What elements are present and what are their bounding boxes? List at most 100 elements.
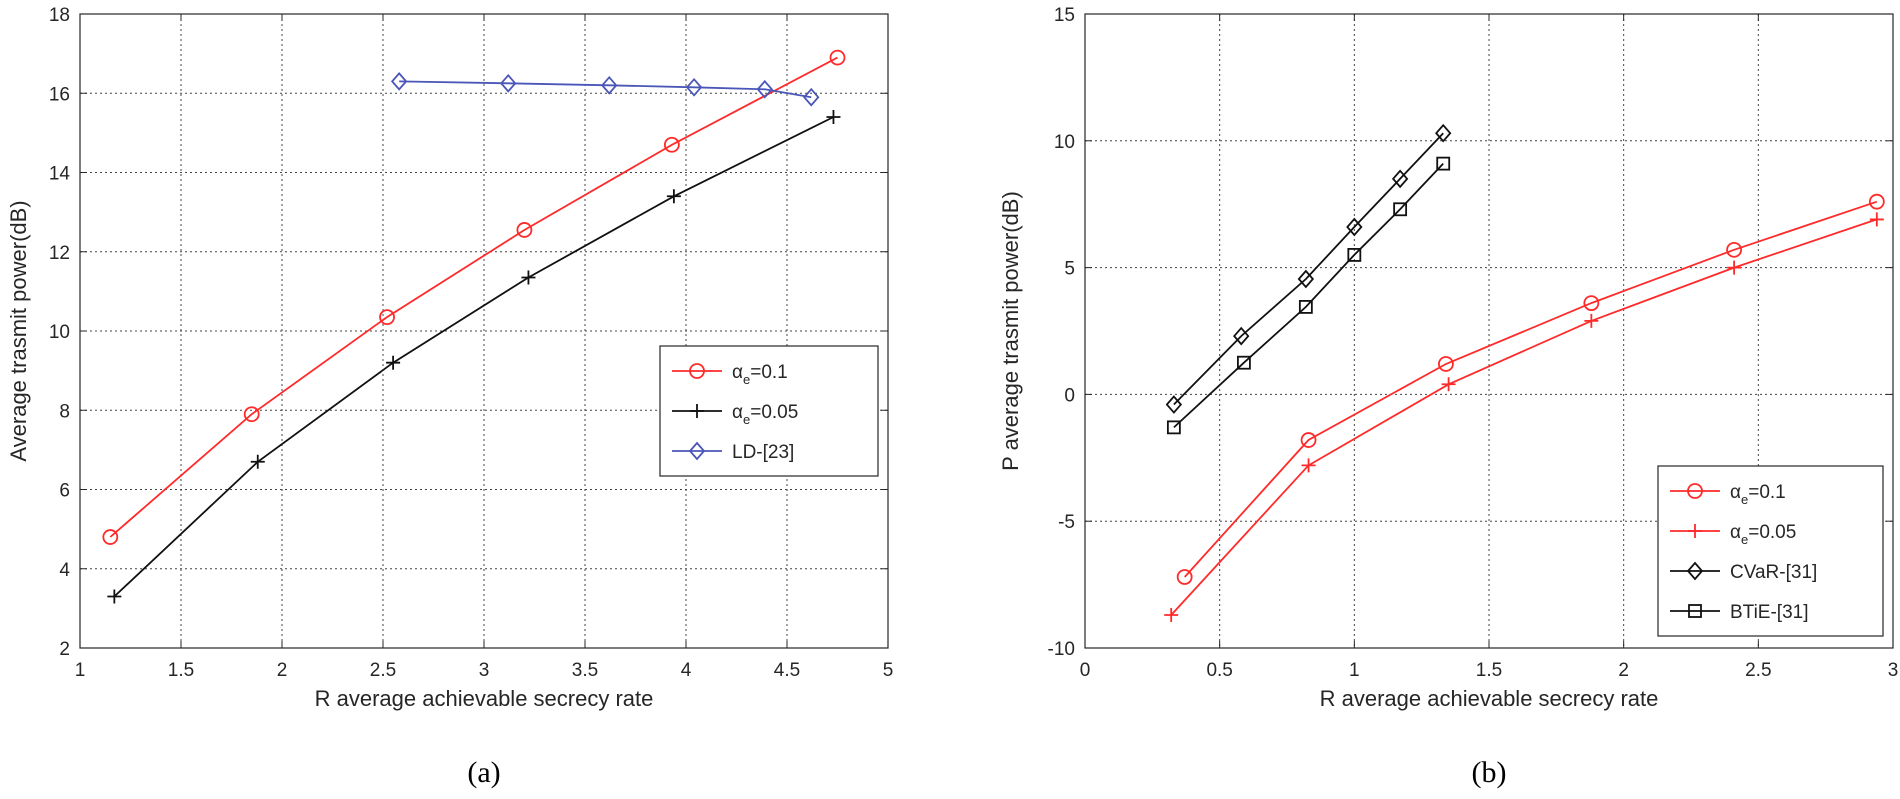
data-point bbox=[1438, 356, 1454, 372]
legend-marker bbox=[690, 404, 704, 418]
data-point bbox=[1297, 269, 1315, 289]
series-line bbox=[1170, 218, 1878, 616]
y-tick-label: 18 bbox=[49, 5, 70, 26]
chart-panel-2: 0 0.5 1 1.5 2 2.5 3 -10 -5 0 5 10 15 R average achiev… bbox=[998, 5, 1898, 789]
legend-label: αe=0.05 bbox=[1730, 522, 1796, 547]
y-axis-label: Average trasmit power(dB) bbox=[6, 200, 31, 461]
data-point bbox=[829, 49, 846, 66]
x-tick-label: 3 bbox=[1888, 660, 1899, 681]
data-point bbox=[1869, 212, 1884, 227]
legend-label: αe=0.1 bbox=[1730, 482, 1786, 507]
legend-marker bbox=[1687, 483, 1703, 499]
x-tick-label: 1 bbox=[1349, 660, 1360, 681]
y-axis-label: P average trasmit power(dB) bbox=[998, 191, 1023, 471]
chart-panel-1: 1 1.5 2 2.5 3 3.5 4 4.5 5 2 4 6 8 10 12 14 16 18 R average… bbox=[6, 5, 893, 789]
legend-label-sub: e bbox=[1741, 492, 1748, 507]
data-point bbox=[102, 529, 119, 545]
legend-label-sub: e bbox=[1741, 532, 1748, 547]
y-tick-label: 10 bbox=[49, 322, 70, 343]
y-tick-label: -5 bbox=[1058, 512, 1075, 533]
x-tick-label: 0.5 bbox=[1206, 660, 1232, 681]
legend-label-main: CVaR-[31] bbox=[1730, 562, 1817, 583]
data-point bbox=[1346, 217, 1363, 237]
data-point bbox=[1584, 313, 1599, 328]
y-tick-label: 6 bbox=[59, 481, 70, 502]
legend-box bbox=[1657, 465, 1884, 637]
data-point bbox=[1176, 569, 1193, 585]
data-point bbox=[1441, 377, 1456, 392]
legend-label-sub: e bbox=[743, 412, 750, 427]
x-tick-label: 1 bbox=[75, 660, 86, 681]
x-axis-label: R average achievable secrecy rate bbox=[1320, 686, 1659, 711]
data-point bbox=[1726, 241, 1742, 258]
y-tick-label: 15 bbox=[1054, 5, 1075, 26]
series-line bbox=[1173, 162, 1444, 429]
legend-label-main: α bbox=[1730, 482, 1741, 503]
y-tick-label: 4 bbox=[59, 560, 70, 581]
y-tick-label: 2 bbox=[59, 639, 70, 660]
series-1 bbox=[1176, 193, 1885, 585]
data-point bbox=[107, 589, 122, 604]
x-axis-label: R average achievable secrecy rate bbox=[315, 686, 654, 711]
series-2 bbox=[107, 110, 841, 604]
legend-label-main: BTiE-[31] bbox=[1730, 602, 1809, 623]
x-tick-label: 2 bbox=[277, 660, 288, 681]
data-point bbox=[826, 110, 841, 125]
y-tick-label: 16 bbox=[49, 84, 70, 105]
legend-label-rest: =0.05 bbox=[1748, 522, 1796, 543]
figure-caption: (a) bbox=[467, 756, 500, 789]
data-point bbox=[516, 222, 533, 238]
legend-marker bbox=[689, 363, 705, 379]
legend-label: αe=0.1 bbox=[732, 362, 788, 387]
y-tick-label: 0 bbox=[1064, 385, 1075, 406]
data-point bbox=[1727, 260, 1742, 275]
x-tick-label: 0 bbox=[1080, 660, 1091, 681]
x-tick-label: 4.5 bbox=[774, 660, 800, 681]
data-point bbox=[1347, 248, 1362, 262]
data-point bbox=[1868, 193, 1885, 210]
x-tick-label: 4 bbox=[681, 660, 692, 681]
data-point bbox=[756, 79, 773, 99]
legend-label-main: α bbox=[732, 362, 743, 383]
data-point bbox=[1301, 458, 1316, 473]
legend-label-sub: e bbox=[743, 372, 750, 387]
data-point bbox=[500, 73, 517, 93]
series-line bbox=[1173, 132, 1444, 406]
data-point bbox=[390, 71, 408, 91]
legend-label: LD-[23] bbox=[732, 442, 794, 463]
data-point bbox=[1233, 326, 1250, 346]
x-tick-label: 2.5 bbox=[370, 660, 396, 681]
y-tick-label: 8 bbox=[59, 401, 70, 422]
data-point bbox=[1436, 156, 1451, 171]
data-point bbox=[1166, 420, 1181, 435]
data-point bbox=[666, 189, 681, 204]
legend-label-rest: =0.05 bbox=[750, 402, 798, 423]
legend-label: CVaR-[31] bbox=[1730, 562, 1817, 583]
data-point bbox=[1391, 169, 1409, 189]
legend-marker bbox=[1688, 524, 1702, 538]
series-2 bbox=[1164, 212, 1884, 623]
series-line bbox=[113, 116, 834, 598]
data-point bbox=[601, 75, 618, 95]
legend-label: BTiE-[31] bbox=[1730, 602, 1809, 623]
legend-label-main: α bbox=[1730, 522, 1741, 543]
y-tick-label: -10 bbox=[1048, 639, 1075, 660]
legend-marker bbox=[1688, 604, 1702, 618]
data-point bbox=[1165, 395, 1183, 414]
legend-label-rest: =0.1 bbox=[1748, 482, 1786, 503]
data-point bbox=[1300, 432, 1317, 448]
figure-caption: (b) bbox=[1472, 756, 1507, 789]
data-point bbox=[1298, 300, 1313, 314]
data-point bbox=[379, 309, 395, 326]
legend-label: αe=0.05 bbox=[732, 402, 798, 427]
x-tick-label: 1.5 bbox=[168, 660, 194, 681]
x-tick-label: 3 bbox=[479, 660, 490, 681]
axes-box bbox=[1084, 13, 1894, 649]
x-tick-label: 3.5 bbox=[572, 660, 598, 681]
data-point bbox=[1583, 295, 1600, 312]
legend-label-main: α bbox=[732, 402, 743, 423]
data-point bbox=[521, 270, 536, 285]
x-tick-label: 2.5 bbox=[1745, 660, 1771, 681]
